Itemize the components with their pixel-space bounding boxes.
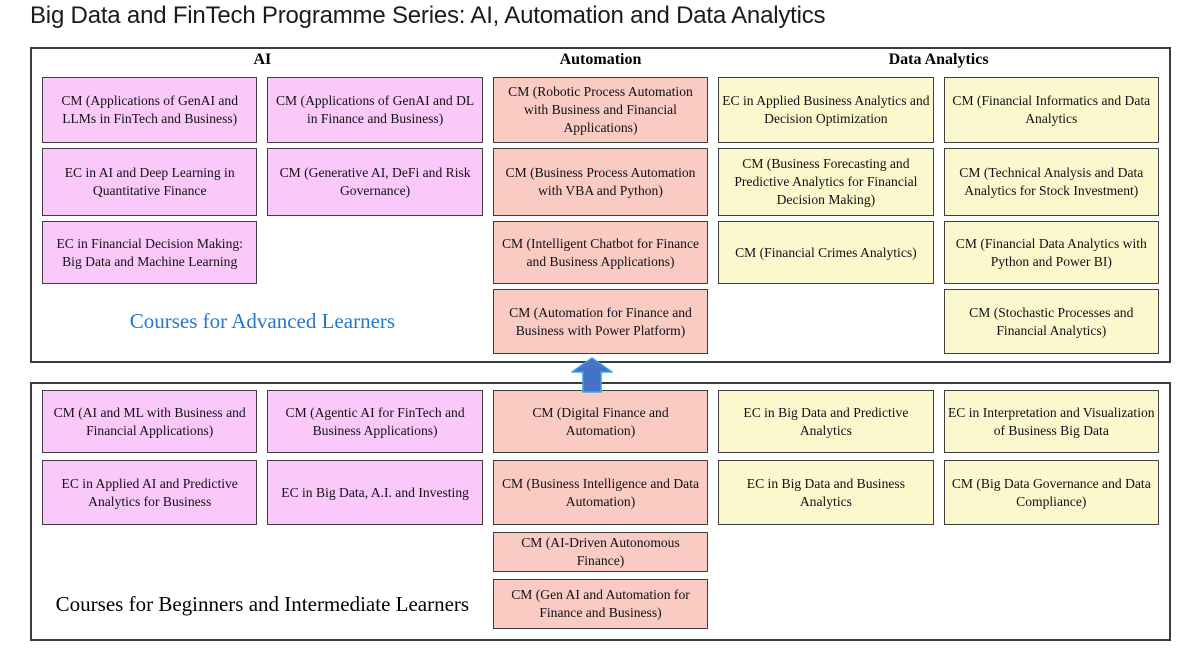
course-box: CM (AI-Driven Autonomous Finance) [492, 532, 709, 572]
beginner-section: CM (AI and ML with Business and Financia… [30, 382, 1171, 641]
course-box: CM (Financial Data Analytics with Python… [943, 221, 1159, 284]
header-data-analytics: Data Analytics [888, 51, 989, 68]
course-box: CM (Applications of GenAI and LLMs in Fi… [42, 77, 258, 143]
up-arrow-icon [571, 357, 613, 398]
course-box: CM (AI and ML with Business and Financia… [42, 390, 258, 453]
beginner-caption: Courses for Beginners and Intermediate L… [55, 591, 470, 616]
course-box: EC in AI and Deep Learning in Quantitati… [42, 148, 258, 216]
course-box: EC in Big Data and Predictive Analytics [718, 390, 934, 453]
course-box: EC in Interpretation and Visualization o… [943, 390, 1159, 453]
course-box: EC in Applied Business Analytics and Dec… [718, 77, 934, 143]
course-box: CM (Agentic AI for FinTech and Business … [267, 390, 483, 453]
course-box: CM (Financial Informatics and Data Analy… [943, 77, 1159, 143]
column-headers: AI Automation Data Analytics [42, 51, 1159, 69]
course-box: CM (Generative AI, DeFi and Risk Governa… [267, 148, 483, 216]
header-ai: AI [253, 51, 272, 68]
course-box: EC in Financial Decision Making: Big Dat… [42, 221, 258, 284]
course-box: CM (Automation for Finance and Business … [492, 289, 709, 354]
course-box: CM (Stochastic Processes and Financial A… [943, 289, 1159, 354]
course-box: EC in Big Data, A.I. and Investing [267, 460, 483, 525]
advanced-grid: CM (Applications of GenAI and LLMs in Fi… [42, 77, 1159, 354]
header-automation: Automation [559, 51, 642, 68]
course-box: CM (Big Data Governance and Data Complia… [943, 460, 1159, 525]
course-box: CM (Business Forecasting and Predictive … [718, 148, 934, 216]
course-box: CM (Intelligent Chatbot for Finance and … [492, 221, 709, 284]
course-box: CM (Business Process Automation with VBA… [492, 148, 709, 216]
course-box: CM (Applications of GenAI and DL in Fina… [267, 77, 483, 143]
course-box: EC in Applied AI and Predictive Analytic… [42, 460, 258, 525]
course-box: CM (Business Intelligence and Data Autom… [492, 460, 709, 525]
course-box: CM (Financial Crimes Analytics) [718, 221, 934, 284]
course-box: CM (Digital Finance and Automation) [492, 390, 709, 453]
course-box: CM (Robotic Process Automation with Busi… [492, 77, 709, 143]
advanced-section: AI Automation Data Analytics CM (Applica… [30, 47, 1171, 363]
page-title: Big Data and FinTech Programme Series: A… [30, 2, 826, 29]
course-box: CM (Gen AI and Automation for Finance an… [492, 579, 709, 629]
course-box: CM (Technical Analysis and Data Analytic… [943, 148, 1159, 216]
advanced-caption: Courses for Advanced Learners [129, 309, 396, 333]
beginner-grid: CM (AI and ML with Business and Financia… [42, 390, 1159, 629]
course-box: EC in Big Data and Business Analytics [718, 460, 934, 525]
